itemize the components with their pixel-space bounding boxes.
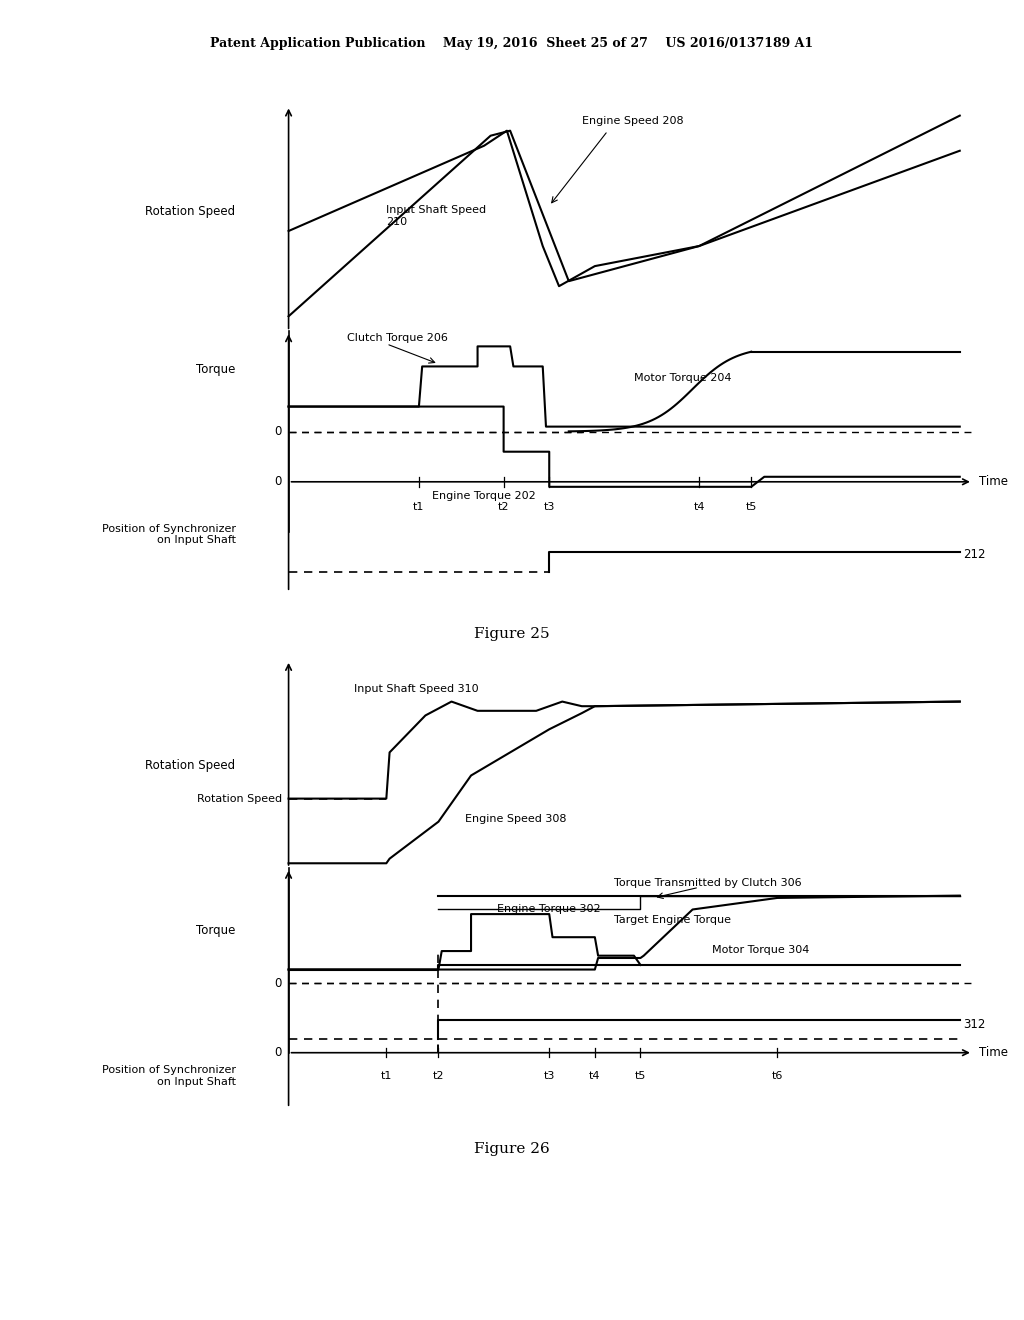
- Text: Engine Speed 308: Engine Speed 308: [465, 813, 566, 824]
- Text: Position of Synchronizer
on Input Shaft: Position of Synchronizer on Input Shaft: [101, 524, 236, 545]
- Text: t3: t3: [544, 1072, 555, 1081]
- Text: Rotation Speed: Rotation Speed: [145, 759, 236, 772]
- Text: Patent Application Publication    May 19, 2016  Sheet 25 of 27    US 2016/013718: Patent Application Publication May 19, 2…: [211, 37, 813, 50]
- Text: Motor Torque 204: Motor Torque 204: [634, 374, 731, 384]
- Text: t2: t2: [498, 502, 509, 512]
- Text: Input Shaft Speed 310: Input Shaft Speed 310: [353, 684, 478, 694]
- Text: 0: 0: [274, 425, 282, 438]
- Text: t3: t3: [544, 502, 555, 512]
- Text: Time: Time: [979, 1047, 1009, 1059]
- Text: t6: t6: [772, 1072, 783, 1081]
- Text: Engine Torque 202: Engine Torque 202: [432, 491, 536, 502]
- Text: t4: t4: [693, 502, 705, 512]
- Text: Time: Time: [979, 475, 1009, 488]
- Text: Position of Synchronizer
on Input Shaft: Position of Synchronizer on Input Shaft: [101, 1065, 236, 1086]
- Text: 312: 312: [963, 1019, 985, 1031]
- Text: Torque Transmitted by Clutch 306: Torque Transmitted by Clutch 306: [614, 878, 802, 888]
- Text: t2: t2: [433, 1072, 444, 1081]
- Text: Engine Torque 302: Engine Torque 302: [497, 904, 601, 913]
- Text: Clutch Torque 206: Clutch Torque 206: [347, 334, 449, 343]
- Text: Rotation Speed: Rotation Speed: [197, 793, 282, 804]
- Text: 0: 0: [274, 977, 282, 990]
- Text: Figure 25: Figure 25: [474, 627, 550, 642]
- Text: Torque: Torque: [197, 363, 236, 376]
- Text: Target Engine Torque: Target Engine Torque: [614, 915, 731, 925]
- Text: 212: 212: [963, 548, 985, 561]
- Text: t1: t1: [381, 1072, 392, 1081]
- Text: t5: t5: [635, 1072, 646, 1081]
- Text: 0: 0: [274, 1047, 282, 1059]
- Text: Motor Torque 304: Motor Torque 304: [712, 945, 810, 956]
- Text: t1: t1: [414, 502, 425, 512]
- Text: 0: 0: [274, 475, 282, 488]
- Text: Figure 26: Figure 26: [474, 1142, 550, 1156]
- Text: Rotation Speed: Rotation Speed: [145, 205, 236, 218]
- Text: t5: t5: [745, 502, 757, 512]
- Text: t4: t4: [589, 1072, 601, 1081]
- Text: Engine Speed 208: Engine Speed 208: [582, 116, 683, 125]
- Text: Input Shaft Speed
210: Input Shaft Speed 210: [386, 205, 486, 227]
- Text: Torque: Torque: [197, 924, 236, 937]
